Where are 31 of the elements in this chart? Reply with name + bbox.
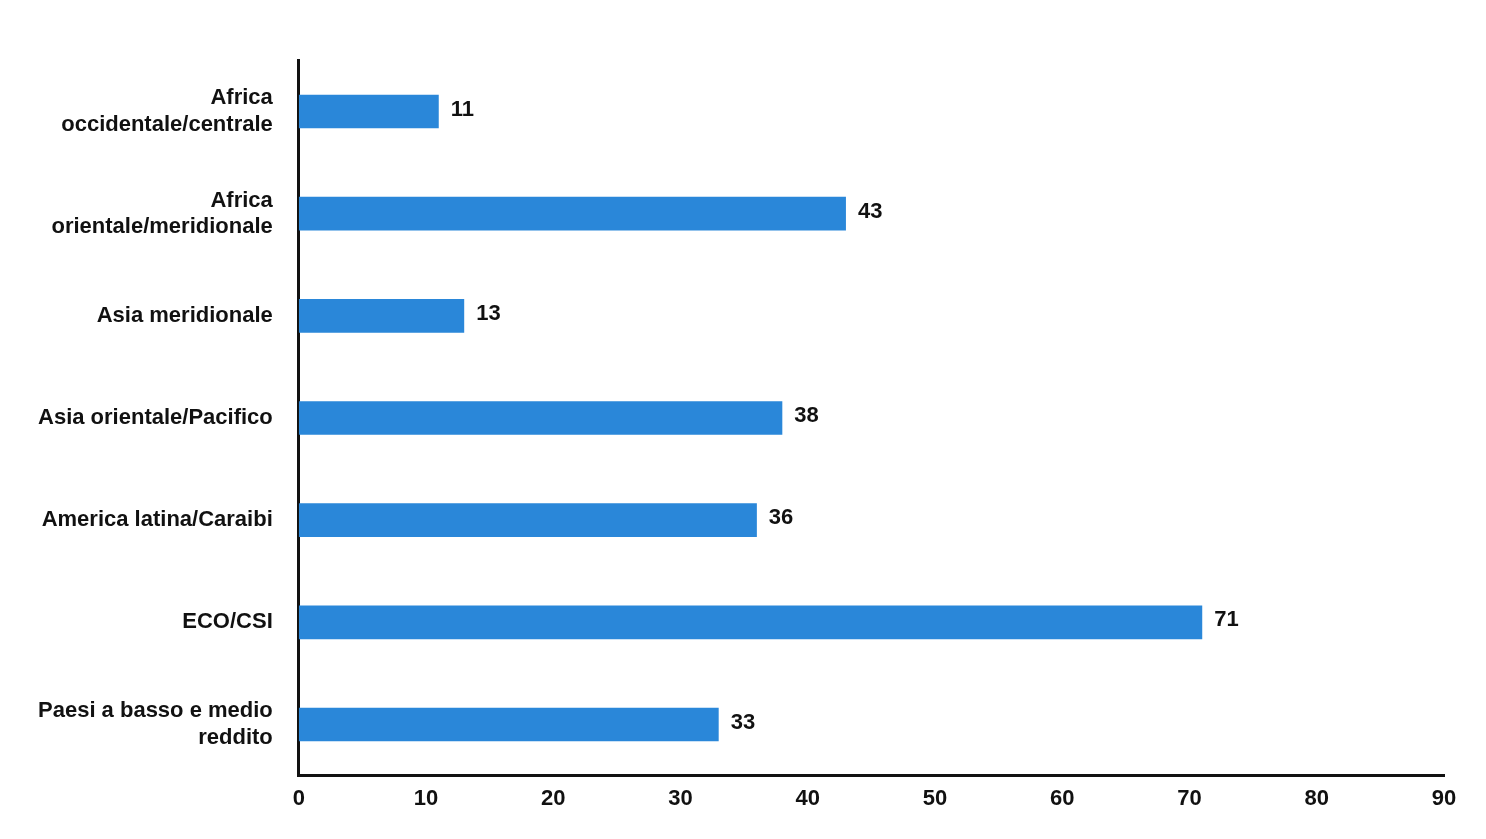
bar: [298, 503, 757, 538]
data-label: 38: [794, 402, 819, 428]
x-tick-label: 10: [413, 784, 439, 810]
data-label: 13: [476, 299, 501, 325]
bar: [298, 196, 846, 231]
bar: [298, 298, 465, 333]
y-tick-label: ECO/CSI: [182, 608, 273, 634]
bar: [298, 94, 439, 129]
y-tick-label: Africa occidentale/centrale: [61, 84, 274, 136]
x-tick-label: 60: [1050, 784, 1075, 810]
x-tick-label: 80: [1304, 784, 1329, 810]
x-tick-label: 0: [292, 784, 305, 810]
y-tick-label: America latina/Caraibi: [41, 506, 273, 532]
x-tick-label: 70: [1177, 784, 1202, 810]
x-tick-label: 50: [922, 784, 948, 810]
x-tick-label: 90: [1431, 784, 1457, 810]
data-label: 33: [730, 708, 756, 734]
x-tick-label: 20: [541, 784, 566, 810]
y-tick-label: Asia orientale/Pacifico: [38, 404, 273, 430]
bar: [298, 707, 719, 742]
x-tick-label: 40: [795, 784, 821, 810]
y-tick-label: Africa orientale/meridionale: [51, 186, 274, 238]
data-label: 71: [1214, 606, 1239, 632]
bar: [298, 605, 1203, 640]
data-label: 11: [450, 95, 475, 121]
bar: [298, 401, 783, 435]
x-tick-label: 30: [668, 784, 693, 810]
y-tick-label: Asia meridionale: [96, 301, 273, 327]
data-label: 36: [768, 504, 794, 530]
data-label: 43: [857, 197, 883, 223]
y-tick-label: Paesi a basso e medio reddito: [38, 697, 273, 749]
